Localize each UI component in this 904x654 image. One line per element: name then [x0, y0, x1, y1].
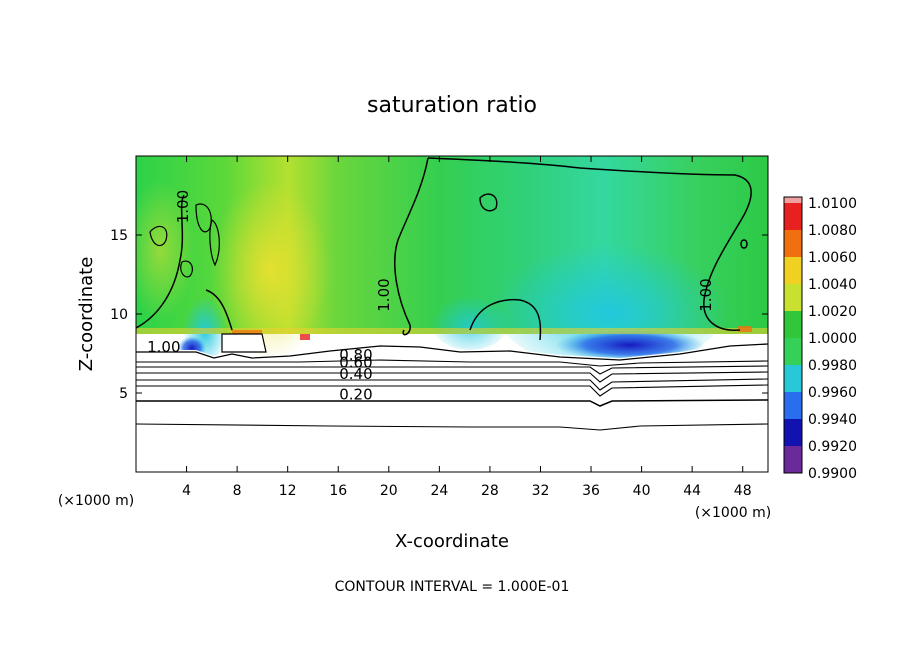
colorbar-swatch-top [784, 197, 802, 203]
colorbar-frame [783, 196, 803, 474]
x-tick-label: 44 [683, 483, 701, 499]
colorbar-swatch [784, 284, 802, 311]
heatmap-field [136, 156, 768, 472]
colorbar-label: 0.9920 [808, 439, 857, 455]
colorbar-swatch [784, 419, 802, 446]
colorbar-swatch [784, 311, 802, 338]
x-tick-label: 12 [279, 483, 297, 499]
colorbar-label: 1.0020 [808, 304, 857, 320]
colorbar-label: 0.9980 [808, 358, 857, 374]
colorbar-swatch [784, 203, 802, 230]
chart-title: saturation ratio [367, 93, 537, 118]
colorbar-swatch [784, 392, 802, 419]
colorbar-label: 0.9940 [808, 412, 857, 428]
colorbar-swatch [784, 230, 802, 257]
colorbar-swatch [784, 338, 802, 365]
y-tick-label: 10 [110, 307, 128, 323]
x-tick-label: 4 [182, 483, 191, 499]
contour-label: 0.80 [339, 346, 372, 364]
x-tick-label: 24 [430, 483, 448, 499]
colorbar-label: 1.0060 [808, 250, 857, 266]
colorbar-label: 1.0000 [808, 331, 857, 347]
x-unit-left: (×1000 m) [58, 493, 134, 509]
colorbar-label: 0.9900 [808, 466, 857, 482]
colorbar-label: 1.0100 [808, 196, 857, 212]
colorbar-label: 1.0040 [808, 277, 857, 293]
x-tick-label: 28 [481, 483, 499, 499]
x-unit-right: (×1000 m) [695, 505, 771, 521]
x-axis-label: X-coordinate [395, 531, 509, 552]
contour-label: 1.00 [174, 190, 192, 223]
x-tick-label: 16 [329, 483, 347, 499]
y-tick-label: 5 [119, 386, 128, 402]
colorbar-swatch [784, 257, 802, 284]
x-tick-label: 32 [532, 483, 550, 499]
contour-label-layer: 1.00 1.00 1.00 1.00 0.800.600.40 0.20 [147, 190, 715, 403]
colorbar-swatch [784, 365, 802, 392]
contour-interval-note: CONTOUR INTERVAL = 1.000E-01 [335, 579, 570, 595]
y-tick-label: 15 [110, 228, 128, 244]
contour-label: 0.20 [339, 385, 372, 403]
contour-lines [136, 157, 768, 431]
contour-label: 0.40 [339, 365, 372, 383]
contour-label: 0.60 [339, 354, 372, 372]
colorbar: 0.9900 0.9920 0.9940 0.9960 0.9980 1.0000 1.00… [783, 196, 857, 482]
contour-label: 1.00 [147, 338, 180, 356]
y-axis-label: Z-coordinate [76, 257, 97, 372]
colorbar-swatch [784, 446, 802, 473]
colorbar-label: 1.0080 [808, 223, 857, 239]
x-tick-label: 8 [233, 483, 242, 499]
contour-label: 1.00 [697, 278, 715, 311]
y-axis: 5 10 15 [110, 228, 768, 402]
x-tick-label: 20 [380, 483, 398, 499]
x-tick-label: 36 [582, 483, 600, 499]
x-tick-label: 40 [633, 483, 651, 499]
x-tick-label: 48 [734, 483, 752, 499]
x-axis: 4 8 12 16 20 24 28 32 36 40 44 48 [182, 156, 752, 499]
contour-label: 1.00 [375, 278, 393, 311]
colorbar-label: 0.9960 [808, 385, 857, 401]
